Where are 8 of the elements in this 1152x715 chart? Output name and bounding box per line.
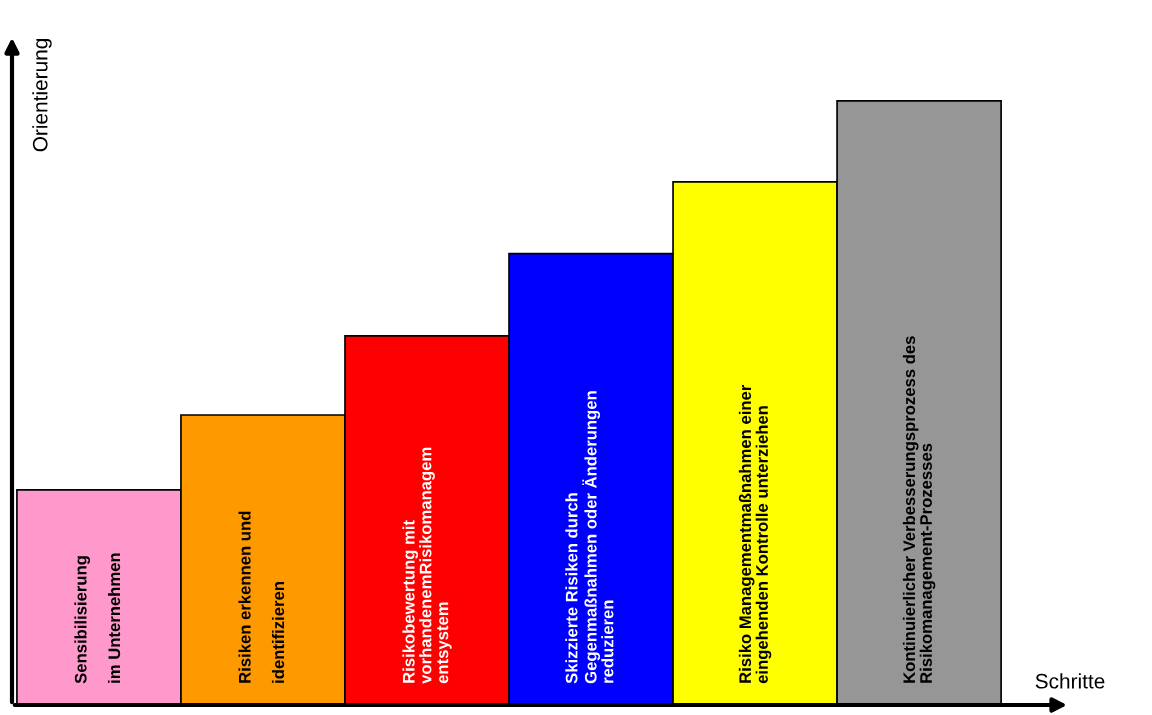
x-tick-label: Skizzierte Risiken durch Gegenmaßnahmen oder Änderungen reduzieren <box>565 391 614 684</box>
x-tick-label: Risiko Managementmaßnahmen einer eingehenden Kontrolle unterziehen <box>738 384 772 684</box>
y-axis-title: Orientierung <box>32 39 52 152</box>
x-tick-label: Kontinuierlicher Verbesserungsprozess des Risikomanagement-Prozesses <box>902 336 936 683</box>
x-tick-label: Risikobewertung mit vorhandenemRisikomanagem entsystem <box>402 447 452 684</box>
x-tick-label: Sensibilisierung im Unternehmen <box>74 553 121 684</box>
x-axis-title: Schritte <box>1035 673 1105 689</box>
category-label: Risiken erkennen und identifizieren <box>238 511 285 683</box>
